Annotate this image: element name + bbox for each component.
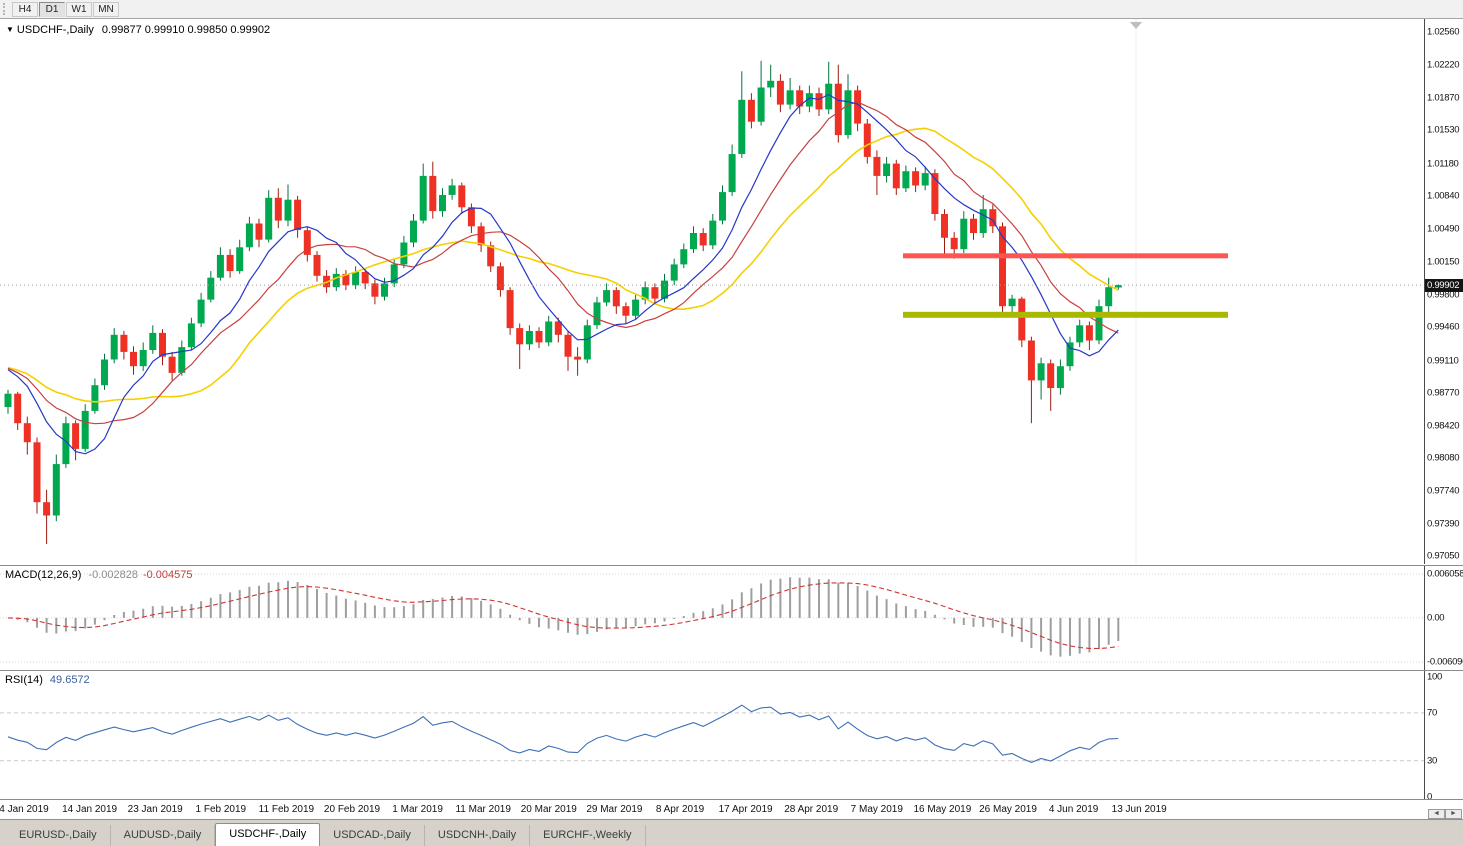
- macd-name: MACD(12,26,9): [5, 569, 82, 581]
- chart-shift-marker: [1130, 19, 1142, 564]
- price-tick: 0.98080: [1427, 452, 1460, 464]
- rsi-name: RSI(14): [5, 674, 43, 686]
- timeframe-button-mn[interactable]: MN: [93, 1, 119, 17]
- symbol-dropdown-icon[interactable]: ▼: [6, 25, 14, 34]
- chart-tab-eurchf[interactable]: EURCHF-,Weekly: [530, 825, 646, 846]
- price-tick: 1.01870: [1427, 92, 1460, 104]
- rsi-value: 49.6572: [49, 674, 90, 686]
- timeframe-buttons: H4 D1 W1 MN: [12, 1, 120, 17]
- macd-panel: MACD(12,26,9) -0.002828 -0.004575 0.006058…: [0, 565, 1463, 670]
- horizontal-line-objects: [903, 253, 1228, 318]
- price-tick: 0.99110: [1427, 355, 1459, 366]
- rsi-tick: 30: [1427, 755, 1437, 767]
- time-axis-label: 14 Jan 2019: [62, 804, 118, 815]
- scroll-left-button[interactable]: ◄: [1428, 809, 1445, 819]
- price-tick: 0.98420: [1427, 420, 1460, 432]
- toolbar-grip[interactable]: [3, 3, 8, 15]
- chart-tab-usdcad[interactable]: USDCAD-,Daily: [320, 825, 425, 846]
- time-axis-label: 23 Jan 2019: [127, 804, 183, 815]
- scroll-right-button[interactable]: ►: [1445, 809, 1462, 819]
- timeframe-button-d1[interactable]: D1: [39, 1, 65, 17]
- time-axis-label: 1 Feb 2019: [195, 804, 247, 815]
- time-axis-label: 16 May 2019: [913, 804, 972, 815]
- price-tick: 0.97740: [1427, 485, 1460, 497]
- time-axis-label: 1 Mar 2019: [392, 804, 443, 815]
- rsi-svg: [0, 704, 1424, 763]
- macd-tick: 0.006058: [1427, 568, 1463, 580]
- price-tick: 0.98770: [1427, 387, 1460, 399]
- time-axis-label: 20 Feb 2019: [323, 804, 381, 815]
- price-tick: 1.02560: [1427, 26, 1460, 38]
- chart-symbol-label: USDCHF-,Daily: [16, 24, 94, 36]
- price-axis[interactable]: 1.02560 1.02220 1.01870 1.01530 1.01180 1.008…: [1425, 19, 1463, 565]
- rsi-label: RSI(14) 49.6572: [5, 674, 90, 686]
- price-tick: 1.01530: [1427, 124, 1460, 136]
- rsi-chart[interactable]: [0, 671, 1425, 799]
- price-tick: 0.97390: [1427, 518, 1460, 530]
- macd-histogram: [16, 577, 1120, 657]
- time-axis-label: 17 Apr 2019: [718, 804, 773, 815]
- chart-ohlc-values: 0.99877 0.99910 0.99850 0.99902: [101, 24, 271, 36]
- price-tick: 1.01180: [1427, 158, 1459, 170]
- macd-gridlines: [0, 573, 1424, 663]
- rsi-panel: RSI(14) 49.6572 100 70 30 0: [0, 670, 1463, 803]
- chart-tab-usdchf[interactable]: USDCHF-,Daily: [215, 823, 321, 846]
- time-axis-label: 20 Mar 2019: [520, 804, 577, 815]
- candles-layer: [4, 60, 1122, 544]
- price-tick: 1.00490: [1427, 223, 1460, 235]
- rsi-tick: 0: [1427, 791, 1432, 803]
- macd-chart[interactable]: [0, 566, 1425, 670]
- macd-tick: -0.006096: [1427, 656, 1463, 668]
- chart-tab-eurusd[interactable]: EURUSD-,Daily: [6, 825, 111, 846]
- time-axis-label: 4 Jun 2019: [1048, 804, 1099, 815]
- time-axis[interactable]: ◄ ► 4 Jan 2019 14 Jan 2019 23 Jan 2019 1 Fe…: [0, 799, 1463, 819]
- price-chart-panel: ▼ USDCHF-,Daily 0.99877 0.99910 0.99850 0.…: [0, 19, 1463, 565]
- time-axis-label: 7 May 2019: [850, 804, 903, 815]
- price-tick: 0.97050: [1427, 550, 1460, 562]
- time-axis-label: 29 Mar 2019: [586, 804, 643, 815]
- time-axis-label: 4 Jan 2019: [0, 804, 49, 815]
- chart-tab-usdcnh[interactable]: USDCNH-,Daily: [425, 825, 531, 846]
- time-axis-label: 13 Jun 2019: [1111, 804, 1167, 815]
- time-axis-label: 8 Apr 2019: [655, 804, 705, 815]
- chart-tab-audusd[interactable]: AUDUSD-,Daily: [111, 825, 216, 846]
- timeframe-button-w1[interactable]: W1: [66, 1, 92, 17]
- price-tick: 1.02220: [1427, 59, 1460, 71]
- current-price-badge: 0.99902: [1425, 278, 1463, 292]
- rsi-tick: 100: [1427, 671, 1442, 683]
- macd-axis[interactable]: 0.006058 0.00 -0.006096: [1425, 566, 1463, 670]
- macd-tick: 0.00: [1427, 612, 1445, 624]
- price-tick: 0.99800: [1427, 289, 1460, 301]
- candlestick-chart[interactable]: ▼ USDCHF-,Daily 0.99877 0.99910 0.99850 0.…: [0, 19, 1425, 564]
- timeframe-toolbar: H4 D1 W1 MN: [0, 0, 1463, 19]
- chart-tabs-bar: EURUSD-,Daily AUDUSD-,Daily USDCHF-,Daily U…: [0, 819, 1463, 846]
- price-tick: 0.99460: [1427, 321, 1460, 333]
- macd-svg: [0, 573, 1424, 663]
- macd-main-value: -0.002828: [88, 569, 138, 581]
- moving-averages-layer: [7, 93, 1119, 455]
- time-axis-label: 11 Mar 2019: [455, 804, 511, 815]
- rsi-level-lines: [0, 712, 1424, 762]
- macd-signal-value: -0.004575: [142, 569, 193, 581]
- rsi-line: [7, 704, 1119, 763]
- timeframe-button-h4[interactable]: H4: [12, 1, 38, 17]
- macd-label: MACD(12,26,9) -0.002828 -0.004575: [5, 569, 193, 581]
- main-chart-svg: [0, 19, 1424, 564]
- price-tick: 1.00150: [1427, 256, 1460, 267]
- time-axis-label: 26 May 2019: [979, 804, 1037, 815]
- rsi-axis[interactable]: 100 70 30 0: [1425, 671, 1463, 803]
- time-axis-label: 11 Feb 2019: [258, 804, 315, 815]
- price-tick: 1.00840: [1427, 190, 1460, 202]
- time-axis-label: 28 Apr 2019: [784, 804, 839, 815]
- macd-signal-line: [7, 582, 1119, 650]
- chart-title: ▼ USDCHF-,Daily 0.99877 0.99910 0.99850 0.…: [6, 24, 270, 36]
- rsi-tick: 70: [1427, 707, 1437, 719]
